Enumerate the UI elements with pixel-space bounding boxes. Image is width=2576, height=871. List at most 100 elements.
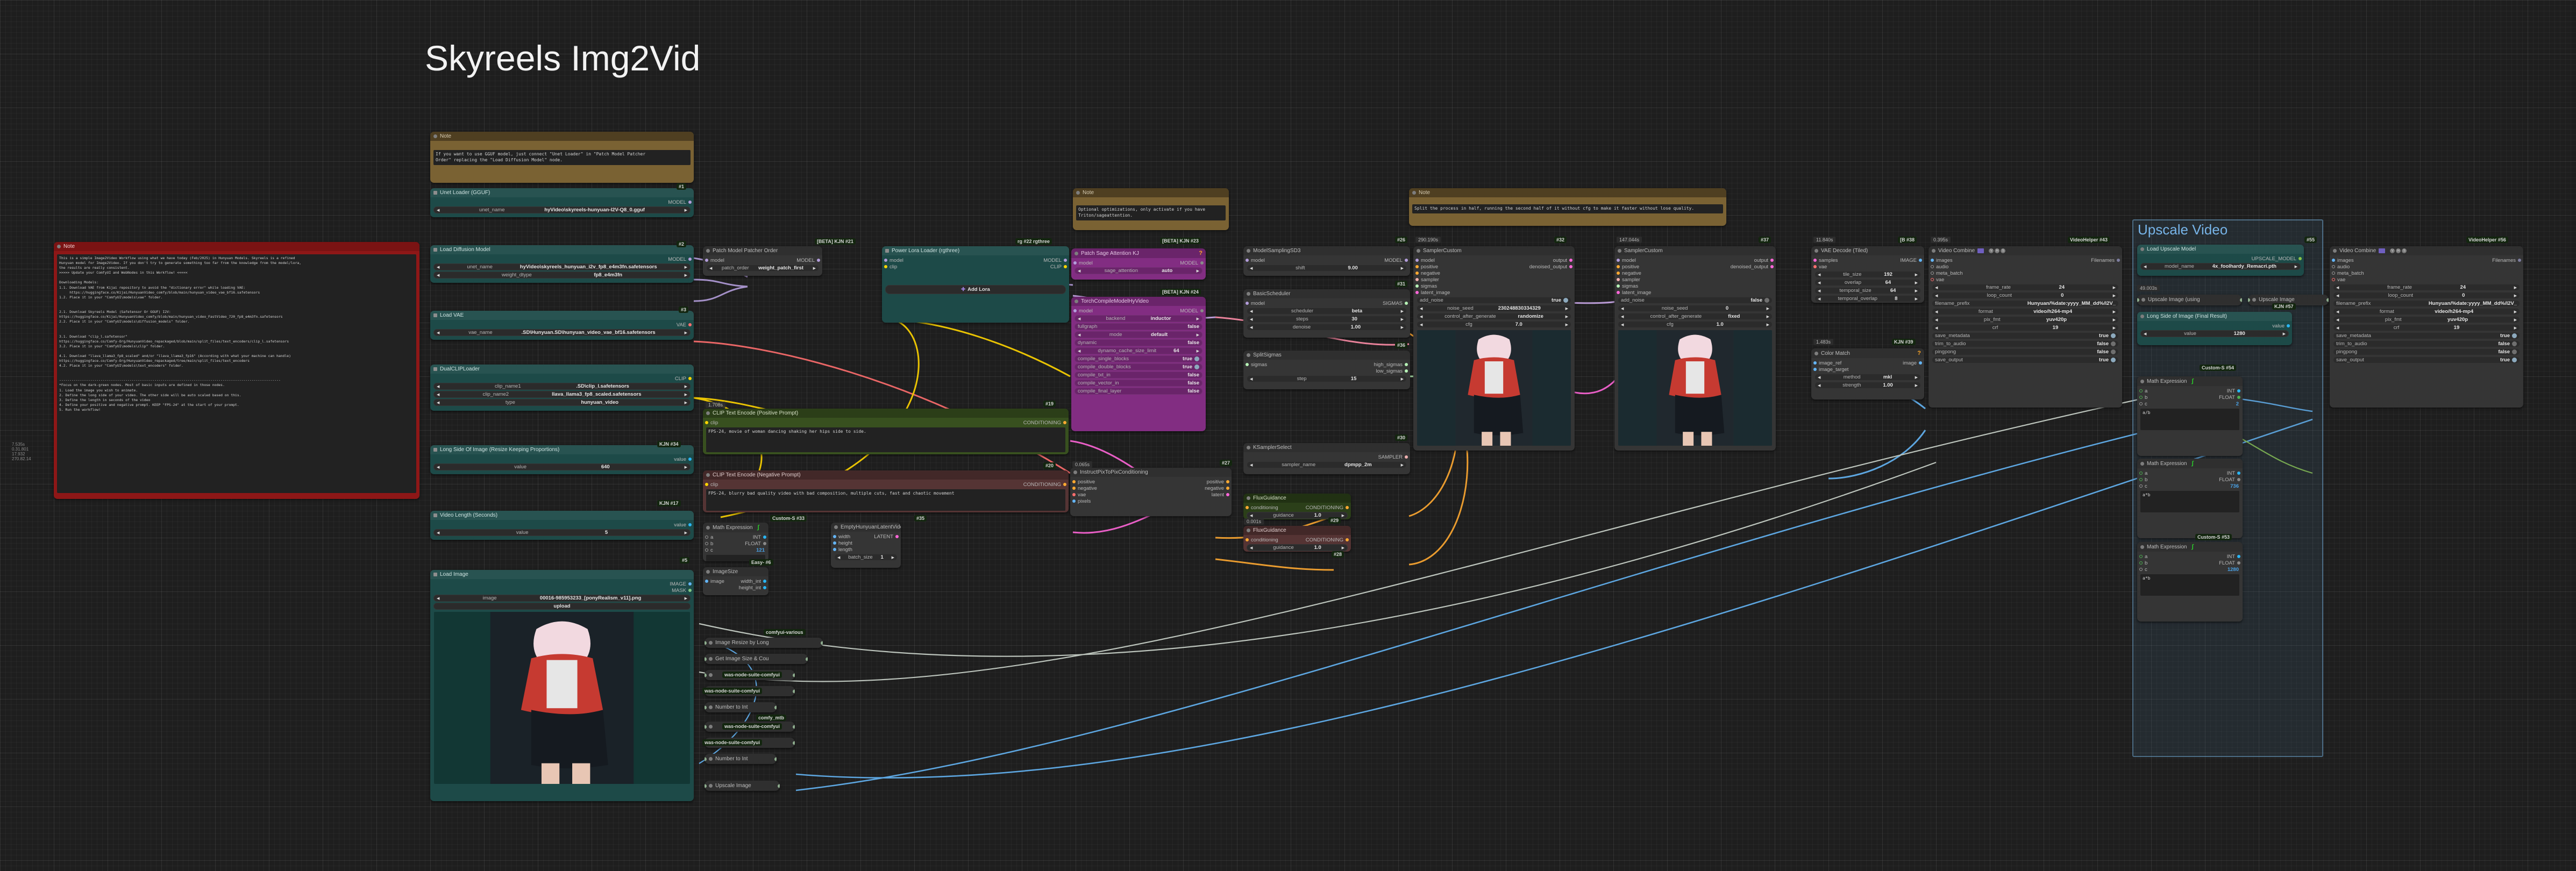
right-arrow-icon[interactable]: ▶ [1915,383,1918,388]
io-slot-image-ref[interactable]: image_ref image [1813,360,1922,366]
widget-trim-to-audio[interactable]: trim_to_audio false [2333,340,2520,347]
widget-dynamic[interactable]: dynamic false [1074,339,1202,346]
widget-noise-seed[interactable]: ◀ noise_seed 0 ▶ [1618,305,1773,312]
io-slot-b[interactable]: b FLOAT [2139,394,2240,401]
collapse-icon[interactable] [1814,351,1818,355]
left-arrow-icon[interactable]: ◀ [1935,285,1938,290]
pin-in[interactable] [2248,298,2250,302]
left-arrow-icon[interactable]: ◀ [1621,323,1624,327]
widget-backend[interactable]: ◀ backend inductor ▶ [1074,315,1202,322]
node-load-vae[interactable]: Load VAE VAE ◀ vae_name .SD\Hunyuan.SD\h… [430,311,694,340]
right-arrow-icon[interactable]: ▶ [1400,463,1404,467]
collapse-icon[interactable] [709,725,713,729]
pin-a[interactable] [2139,472,2143,475]
widget-loop-count[interactable]: ◀ loop_count 0 ▶ [1932,292,2119,299]
io-slot-a[interactable]: a INT [2139,388,2240,394]
right-arrow-icon[interactable]: ▶ [1400,309,1404,313]
toggle-icon[interactable] [2512,357,2517,362]
left-arrow-icon[interactable]: ◀ [2336,326,2339,330]
widget-frame-rate[interactable]: ◀ frame_rate 24 ▶ [1932,284,2119,291]
pin-images-in[interactable] [1931,259,1934,262]
widget-temporal-overlap[interactable]: ◀ temporal_overlap 8 ▶ [1814,295,1921,302]
widget-value[interactable]: ◀ value 5 ▶ [433,529,691,536]
collapse-icon[interactable] [2252,298,2256,302]
pin-float-out[interactable] [2237,478,2240,481]
node-math-expression-b[interactable]: Math Expression ∫ a INT b FLOAT c 736 a*… [2137,459,2243,538]
widget-loop-count[interactable]: ◀ loop_count 0 ▶ [2333,292,2520,299]
left-arrow-icon[interactable]: ◀ [2336,318,2339,322]
widget-dynamo-cache-size-limit[interactable]: ◀ dynamo_cache_size_limit 64 ▶ [1074,347,1202,354]
pin-int[interactable] [688,458,692,461]
node-upscale-image-mid[interactable]: Upscale Image [705,781,780,791]
pin-cond-out[interactable] [1063,421,1066,424]
pin-latent-in[interactable] [1617,291,1620,294]
pin-length-in[interactable] [833,548,836,551]
left-arrow-icon[interactable]: ◀ [437,265,440,269]
pin-cond-in[interactable] [1246,538,1249,541]
pin-sigmas-out[interactable] [1405,302,1408,305]
pin-out[interactable] [778,784,780,788]
collapse-icon[interactable] [2140,461,2144,466]
right-arrow-icon[interactable]: ▶ [1915,281,1918,285]
left-arrow-icon[interactable]: ◀ [437,384,440,389]
collapse-icon[interactable] [433,134,437,138]
io-slot-vae[interactable]: vae latent [1072,491,1229,498]
pin-low-sigmas[interactable] [1405,369,1408,373]
left-arrow-icon[interactable]: ◀ [437,392,440,397]
note-readme-text[interactable]: This is a simple Image2Video Workflow us… [57,254,416,493]
node-get-image-size-count[interactable]: Get Image Size & Cou [705,654,808,664]
left-arrow-icon[interactable]: ◀ [2144,332,2147,336]
pin-model-in[interactable] [884,259,887,262]
output-slot-sampler[interactable]: SAMPLER [1246,454,1408,460]
left-arrow-icon[interactable]: ◀ [1250,266,1253,270]
node-load-image[interactable]: Load Image IMAGE MASK ◀ image 00016-9859… [430,570,694,801]
io-slot-clip[interactable]: clip CONDITIONING [705,419,1066,426]
left-arrow-icon[interactable]: ◀ [437,273,440,277]
pin-cond-out[interactable] [1346,506,1349,509]
left-arrow-icon[interactable]: ◀ [437,465,440,469]
pin-clip[interactable] [688,377,692,380]
note-readme[interactable]: Note This is a simple Image2Video Workfl… [54,242,419,499]
note-gguf[interactable]: Note If you want to use GGUF model, just… [430,132,694,183]
pin-out[interactable] [793,741,795,745]
left-arrow-icon[interactable]: ◀ [709,266,713,270]
pin-filenames-out[interactable] [2117,259,2120,262]
left-arrow-icon[interactable]: ◀ [1420,315,1423,319]
pin-out[interactable] [2326,298,2329,302]
left-arrow-icon[interactable]: ◀ [437,331,440,335]
widget-strength[interactable]: ◀ strength 1.00 ▶ [1814,382,1921,389]
node-patch-model-patcher-order[interactable]: Patch Model Patcher Order model MODEL ◀ … [703,246,822,276]
pin-out[interactable] [774,757,777,761]
node-dual-clip-loader[interactable]: DualCLIPLoader CLIP ◀ clip_name1 .SD\cli… [430,365,694,411]
io-slot-latent-image[interactable]: latent_image [1415,289,1572,296]
right-arrow-icon[interactable]: ▶ [2282,332,2286,336]
widget-filename-prefix[interactable]: filename_prefix Hunyuan/%date:yyyy_MM_dd%… [2333,300,2520,307]
io-slot-sampler[interactable]: sampler [1415,276,1572,283]
pin-c[interactable] [2139,484,2143,488]
widget-shift[interactable]: ◀ shift 9.00 ▶ [1247,265,1407,272]
widget-scheduler[interactable]: ◀ scheduler beta ▶ [1247,308,1407,315]
io-slot-model[interactable]: model MODEL [884,257,1067,263]
pin-cond-out[interactable] [1346,538,1349,541]
toggle-icon[interactable] [2512,349,2517,354]
io-slot-c[interactable]: c 2 [2139,401,2240,407]
pin-pixels-in[interactable] [1072,499,1076,503]
pin-image[interactable] [688,582,692,586]
pin-model[interactable] [688,201,692,204]
pin-in[interactable] [705,784,707,788]
collapse-icon[interactable] [706,525,710,530]
pin-c[interactable] [2139,402,2143,405]
node-flux-guidance-negative[interactable]: FluxGuidance conditioning CONDITIONING ◀… [1243,526,1351,552]
widget-compile-double-blocks[interactable]: compile_double_blocks true [1074,363,1202,370]
widget-unet-name[interactable]: ◀ unet_name hyVideo\skyreels_hunyuan_i2v… [433,263,691,270]
pin-model-in[interactable] [1617,259,1620,262]
node-image-resize-by-long[interactable]: Image Resize by Long [705,638,823,648]
left-arrow-icon[interactable]: ◀ [1818,375,1821,380]
widget-compile-single-blocks[interactable]: compile_single_blocks true [1074,355,1202,362]
widget-batch-size[interactable]: ◀ batch_size 1 ▶ [834,554,898,561]
pin-model-out[interactable] [1405,259,1408,262]
right-arrow-icon[interactable]: ▶ [2112,318,2116,322]
